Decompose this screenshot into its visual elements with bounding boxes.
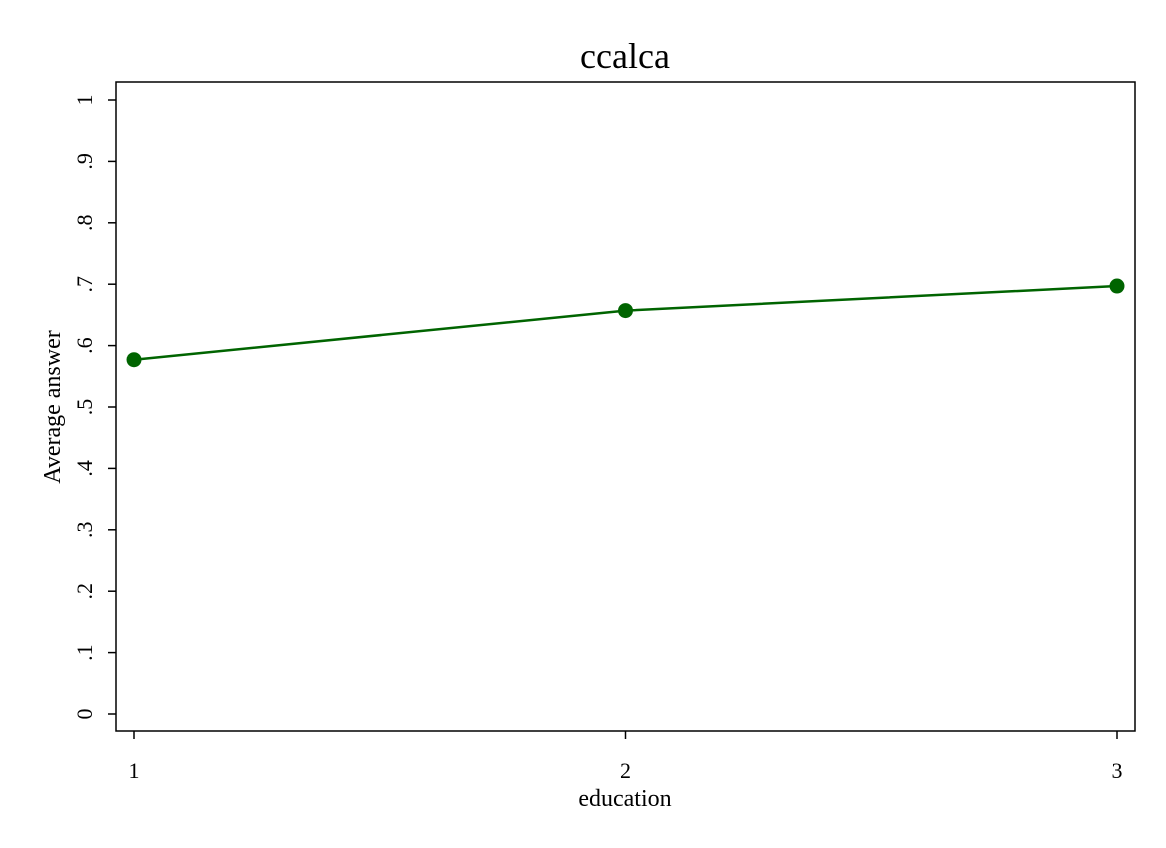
y-tick-label: .2 xyxy=(72,583,97,600)
chart-title: ccalca xyxy=(580,36,670,76)
x-axis: 1 2 3 xyxy=(129,731,1123,783)
x-tick-label: 1 xyxy=(129,758,140,783)
y-axis-title: Average answer xyxy=(40,330,66,483)
y-tick-label: .7 xyxy=(72,276,97,293)
x-axis-title: education xyxy=(578,786,671,812)
y-tick-label: .9 xyxy=(72,153,97,170)
y-tick-label: 1 xyxy=(72,95,97,106)
data-point xyxy=(618,303,633,319)
data-point xyxy=(1109,278,1125,294)
y-tick-label: .8 xyxy=(72,215,97,232)
y-tick-label: .1 xyxy=(72,644,97,661)
y-tick-label: .3 xyxy=(72,522,97,539)
x-tick-label: 3 xyxy=(1112,758,1123,783)
y-tick-label: .5 xyxy=(72,399,97,416)
y-tick-label: 0 xyxy=(72,709,97,720)
y-tick-label: .4 xyxy=(72,460,97,477)
y-axis: 0 .1 .2 .3 .4 .5 .6 .7 .8 .9 1 xyxy=(72,95,116,720)
data-point xyxy=(126,352,142,368)
x-tick-label: 2 xyxy=(620,758,631,783)
series-layer xyxy=(126,278,1125,368)
y-tick-label: .6 xyxy=(72,337,97,354)
